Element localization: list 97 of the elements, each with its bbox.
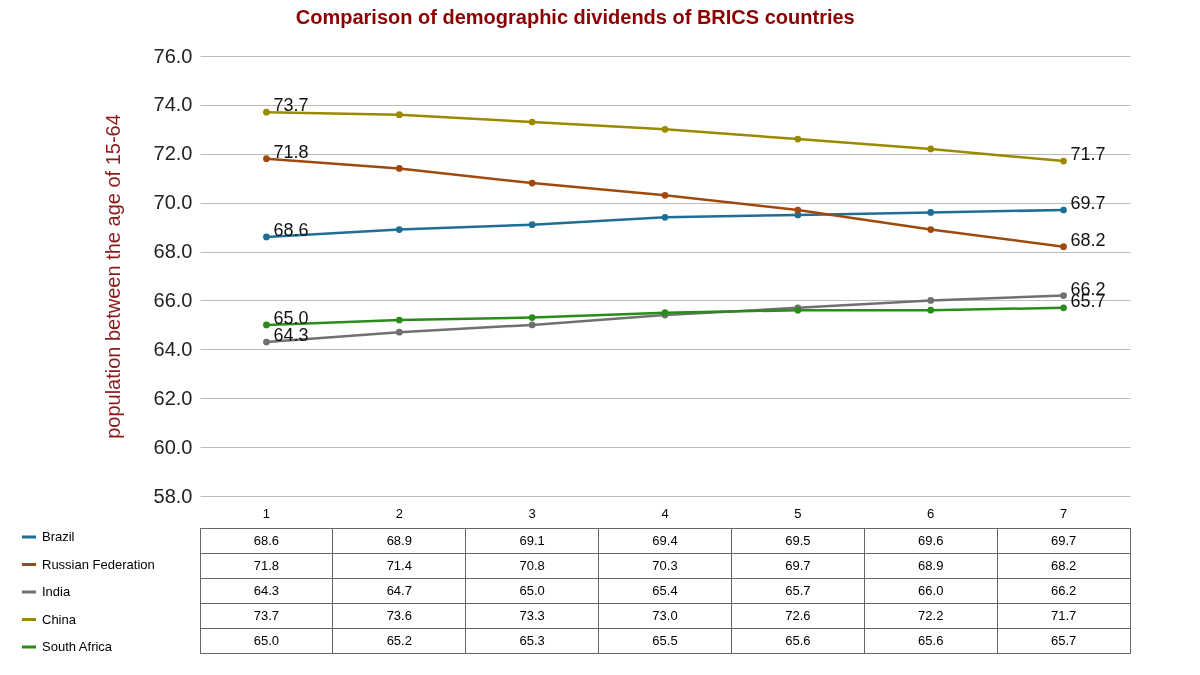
data-label: 65.0 [253, 632, 280, 648]
data-label: 65.6 [918, 632, 944, 648]
text: 73.7 [273, 95, 309, 116]
x-tick-label: 6 [927, 505, 935, 521]
point [927, 297, 935, 304]
point [1060, 292, 1067, 299]
point [395, 165, 403, 172]
x-tick-label: 7 [1059, 505, 1068, 521]
data-label: 73.0 [652, 607, 678, 623]
text: 65.0 [273, 307, 309, 328]
data-label: 73.7 [253, 607, 280, 623]
data-label: 71.7 [1050, 607, 1077, 623]
data-label: 69.7 [1050, 532, 1077, 548]
legend-label: South Africa [42, 639, 113, 654]
data-label: 73.3 [519, 607, 545, 623]
point [263, 108, 270, 116]
point [528, 221, 536, 229]
point [263, 338, 270, 346]
data-label: 70.8 [519, 557, 545, 573]
point [528, 314, 536, 321]
point [395, 111, 403, 119]
point [263, 321, 270, 329]
legend-label: India [42, 584, 71, 599]
data-label: 69.7 [785, 557, 811, 573]
data-label: 68.6 [253, 532, 280, 548]
y-tick-label: 74.0 [153, 93, 193, 116]
text: 71.7 [1070, 144, 1106, 165]
point [528, 118, 536, 126]
data-label: 65.6 [785, 632, 811, 648]
point [794, 206, 802, 214]
point [927, 209, 935, 216]
data-label: 65.3 [519, 632, 545, 648]
data-label: 66.2 [1050, 582, 1077, 598]
y-tick-label: 76.0 [153, 44, 193, 67]
y-tick-label: 58.0 [153, 484, 193, 507]
point [528, 321, 536, 329]
data-label: 71.4 [386, 557, 412, 573]
x-tick-label: 3 [528, 505, 536, 521]
point [395, 316, 403, 324]
data-label: 69.4 [652, 532, 678, 548]
data-label: 70.3 [652, 557, 678, 573]
data-label: 72.6 [785, 607, 811, 623]
data-label: 68.9 [386, 532, 412, 548]
data-label: 64.3 [253, 582, 280, 598]
x-tick-label: 2 [395, 505, 403, 521]
x-tick-label: 5 [794, 505, 802, 521]
point [263, 155, 270, 163]
point [395, 328, 403, 336]
data-label: 68.2 [1050, 557, 1077, 573]
data-label: 66.0 [918, 582, 944, 598]
point [1060, 304, 1067, 312]
y-tick-label: 68.0 [153, 240, 193, 263]
text: 68.6 [273, 219, 309, 240]
point [263, 233, 270, 241]
data-label: 69.5 [785, 532, 811, 548]
y-tick-label: 60.0 [153, 435, 193, 458]
y-tick-label: 66.0 [153, 288, 193, 311]
point [395, 226, 403, 233]
text: 64.3 [273, 325, 309, 345]
data-label: 69.6 [918, 532, 944, 548]
data-label: 69.1 [519, 532, 545, 548]
point [794, 135, 802, 143]
text: 71.8 [273, 141, 309, 162]
legend-label: Russian Federation [42, 556, 155, 572]
data-label: 65.7 [1050, 632, 1077, 648]
data-label: 65.2 [386, 632, 412, 648]
chart-title: Comparison of demographic dividends of BRICS countries [295, 6, 855, 28]
text: 68.2 [1070, 229, 1106, 250]
point [927, 306, 935, 314]
point [927, 226, 935, 233]
point [661, 213, 669, 221]
data-label: 65.5 [652, 632, 678, 648]
text: 69.7 [1070, 193, 1106, 213]
legend-label: China [42, 611, 77, 627]
y-axis-title: population between the age of 15-64 [101, 114, 124, 439]
data-label: 72.2 [918, 607, 944, 623]
point [661, 191, 669, 199]
point [1060, 206, 1067, 214]
point [927, 145, 935, 153]
y-tick-label: 62.0 [153, 386, 193, 409]
point [1060, 243, 1067, 251]
legend-label: Brazil [42, 529, 75, 544]
data-label: 71.8 [253, 557, 280, 573]
y-tick-label: 64.0 [153, 337, 193, 360]
data-label: 68.9 [918, 557, 944, 573]
data-label: 65.4 [652, 582, 678, 598]
point [1060, 157, 1067, 165]
data-label: 65.7 [785, 582, 811, 598]
data-label: 73.6 [386, 607, 412, 623]
y-tick-label: 72.0 [153, 142, 193, 165]
data-label: 64.7 [386, 582, 412, 598]
data-label: 65.0 [519, 582, 545, 598]
point [661, 125, 669, 133]
point [528, 179, 536, 187]
x-tick-label: 1 [262, 505, 271, 521]
x-tick-label: 4 [661, 505, 669, 521]
y-tick-label: 70.0 [153, 191, 193, 214]
